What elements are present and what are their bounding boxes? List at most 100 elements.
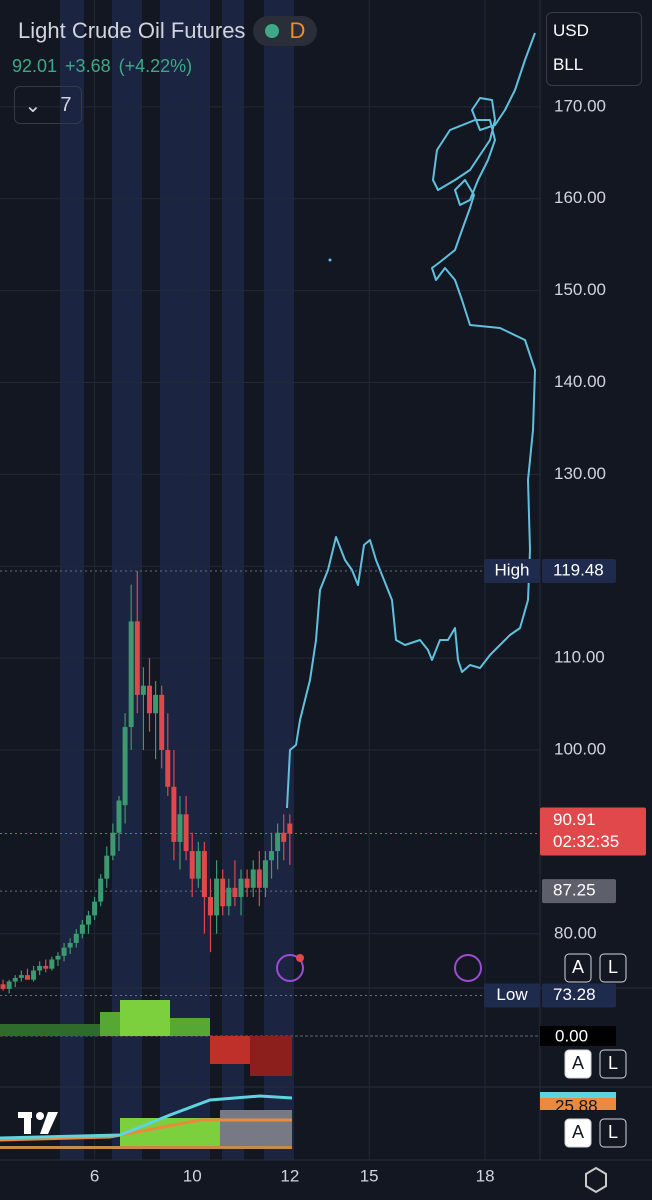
header: Light Crude Oil Futures D [18, 16, 318, 46]
y-tick-label: 110.00 [554, 648, 605, 667]
indicator-toggle[interactable]: ⌄ 7 [14, 86, 82, 124]
candle-body [61, 947, 67, 956]
chevron: ⌄ [24, 94, 42, 117]
candle-body [220, 878, 226, 907]
scale-button[interactable] [564, 1049, 592, 1079]
y-tick-label: 140.00 [554, 372, 606, 391]
scale-button[interactable] [599, 1118, 627, 1148]
candle-body [110, 832, 116, 856]
candle-body [49, 959, 55, 969]
y-tick-label: 80.00 [554, 923, 597, 942]
candles [0, 571, 293, 994]
y-tick-label: 130.00 [554, 464, 606, 483]
candle-body [43, 965, 49, 969]
y-tick-label: 150.00 [554, 280, 606, 299]
title: Light Crude Oil Futures [18, 18, 246, 43]
pane-label: 0.00 [555, 1026, 588, 1045]
events-badge [296, 954, 304, 962]
change-pct: (+4.22%) [118, 56, 193, 76]
settings-icon[interactable] [585, 1166, 607, 1194]
freehand-drawing [286, 32, 536, 809]
candle-body [275, 832, 281, 852]
scale-button[interactable] [599, 1049, 627, 1079]
price-tag-label: 73.28 [553, 985, 596, 1004]
scale-button-label[interactable]: A [572, 957, 584, 977]
candle-body [24, 975, 30, 980]
scale-button[interactable] [564, 1118, 592, 1148]
unit-selector[interactable]: USD BLL [546, 12, 642, 86]
candle-body [201, 851, 207, 898]
candle-body [116, 800, 122, 833]
price-tag [540, 807, 646, 856]
candle-body [195, 851, 201, 879]
price-tag [542, 559, 616, 584]
lower-pane [0, 1092, 616, 1149]
scale-button-label[interactable]: L [608, 1122, 618, 1142]
candle-body [0, 984, 6, 989]
candle-body [177, 814, 183, 842]
currency[interactable]: USD [553, 21, 589, 40]
price-tag-label: 87.25 [553, 881, 596, 900]
pane-label: 25.88 [555, 1096, 598, 1115]
price-tag [542, 879, 616, 904]
price-tag-label: 119.48 [553, 561, 604, 580]
candle-body [122, 727, 128, 806]
candle-body [244, 878, 250, 888]
scale-button-label[interactable]: L [608, 1053, 618, 1073]
candle-body [73, 933, 79, 943]
candle-body [226, 887, 232, 907]
status-dot [265, 24, 280, 38]
x-tick-label: 18 [476, 1166, 495, 1185]
price-tag [542, 983, 616, 1008]
candle-body [165, 750, 171, 787]
candle-body [281, 832, 287, 842]
candle-body [18, 975, 24, 978]
candle-body [208, 897, 214, 916]
candle-body [128, 621, 134, 728]
y-tick-label: 160.00 [554, 188, 606, 207]
tradingview-logo [18, 1112, 58, 1134]
events-icon[interactable] [276, 954, 304, 982]
candle-body [31, 970, 37, 980]
interval[interactable]: D [289, 18, 306, 43]
current-price: 90.91 [553, 810, 596, 829]
drawing-dot [328, 258, 332, 262]
candle-body [79, 924, 85, 934]
candle-body [159, 694, 165, 751]
candle-body [256, 869, 262, 888]
extreme-tag [484, 559, 540, 584]
candle-body [171, 786, 177, 842]
quote: 92.01 +3.68 (+4.22%) [12, 56, 192, 77]
candle-body [183, 814, 189, 852]
countdown: 02:32:35 [553, 832, 619, 851]
forward-icon[interactable] [454, 954, 482, 982]
scale-button[interactable] [599, 953, 627, 983]
oscillator-pane [0, 1000, 540, 1076]
scale-button-label[interactable]: A [572, 1122, 584, 1142]
candle-body [134, 621, 140, 695]
scale-button-label[interactable]: A [572, 1053, 584, 1073]
grid [0, 0, 540, 1160]
candle-body [55, 955, 61, 960]
candle-body [140, 685, 146, 695]
indicator-count: 7 [60, 93, 72, 116]
candle-body [98, 878, 104, 902]
candle-body [146, 685, 152, 714]
x-tick-label: 15 [360, 1166, 379, 1185]
candle-body [85, 915, 91, 925]
x-tick-label: 12 [280, 1166, 299, 1185]
scale-button-label[interactable]: L [608, 957, 618, 977]
candle-body [287, 823, 293, 834]
x-tick-label: 10 [183, 1166, 202, 1185]
scale-button[interactable] [564, 953, 592, 983]
unit[interactable]: BLL [553, 55, 584, 74]
status-pill: D [253, 16, 318, 46]
candle-body [214, 878, 220, 916]
candle-body [92, 901, 98, 916]
candle-body [238, 878, 244, 898]
change: +3.68 [65, 56, 111, 76]
y-tick-label: 170.00 [554, 96, 606, 115]
candle-body [104, 855, 110, 879]
extreme-label: Low [496, 985, 528, 1004]
